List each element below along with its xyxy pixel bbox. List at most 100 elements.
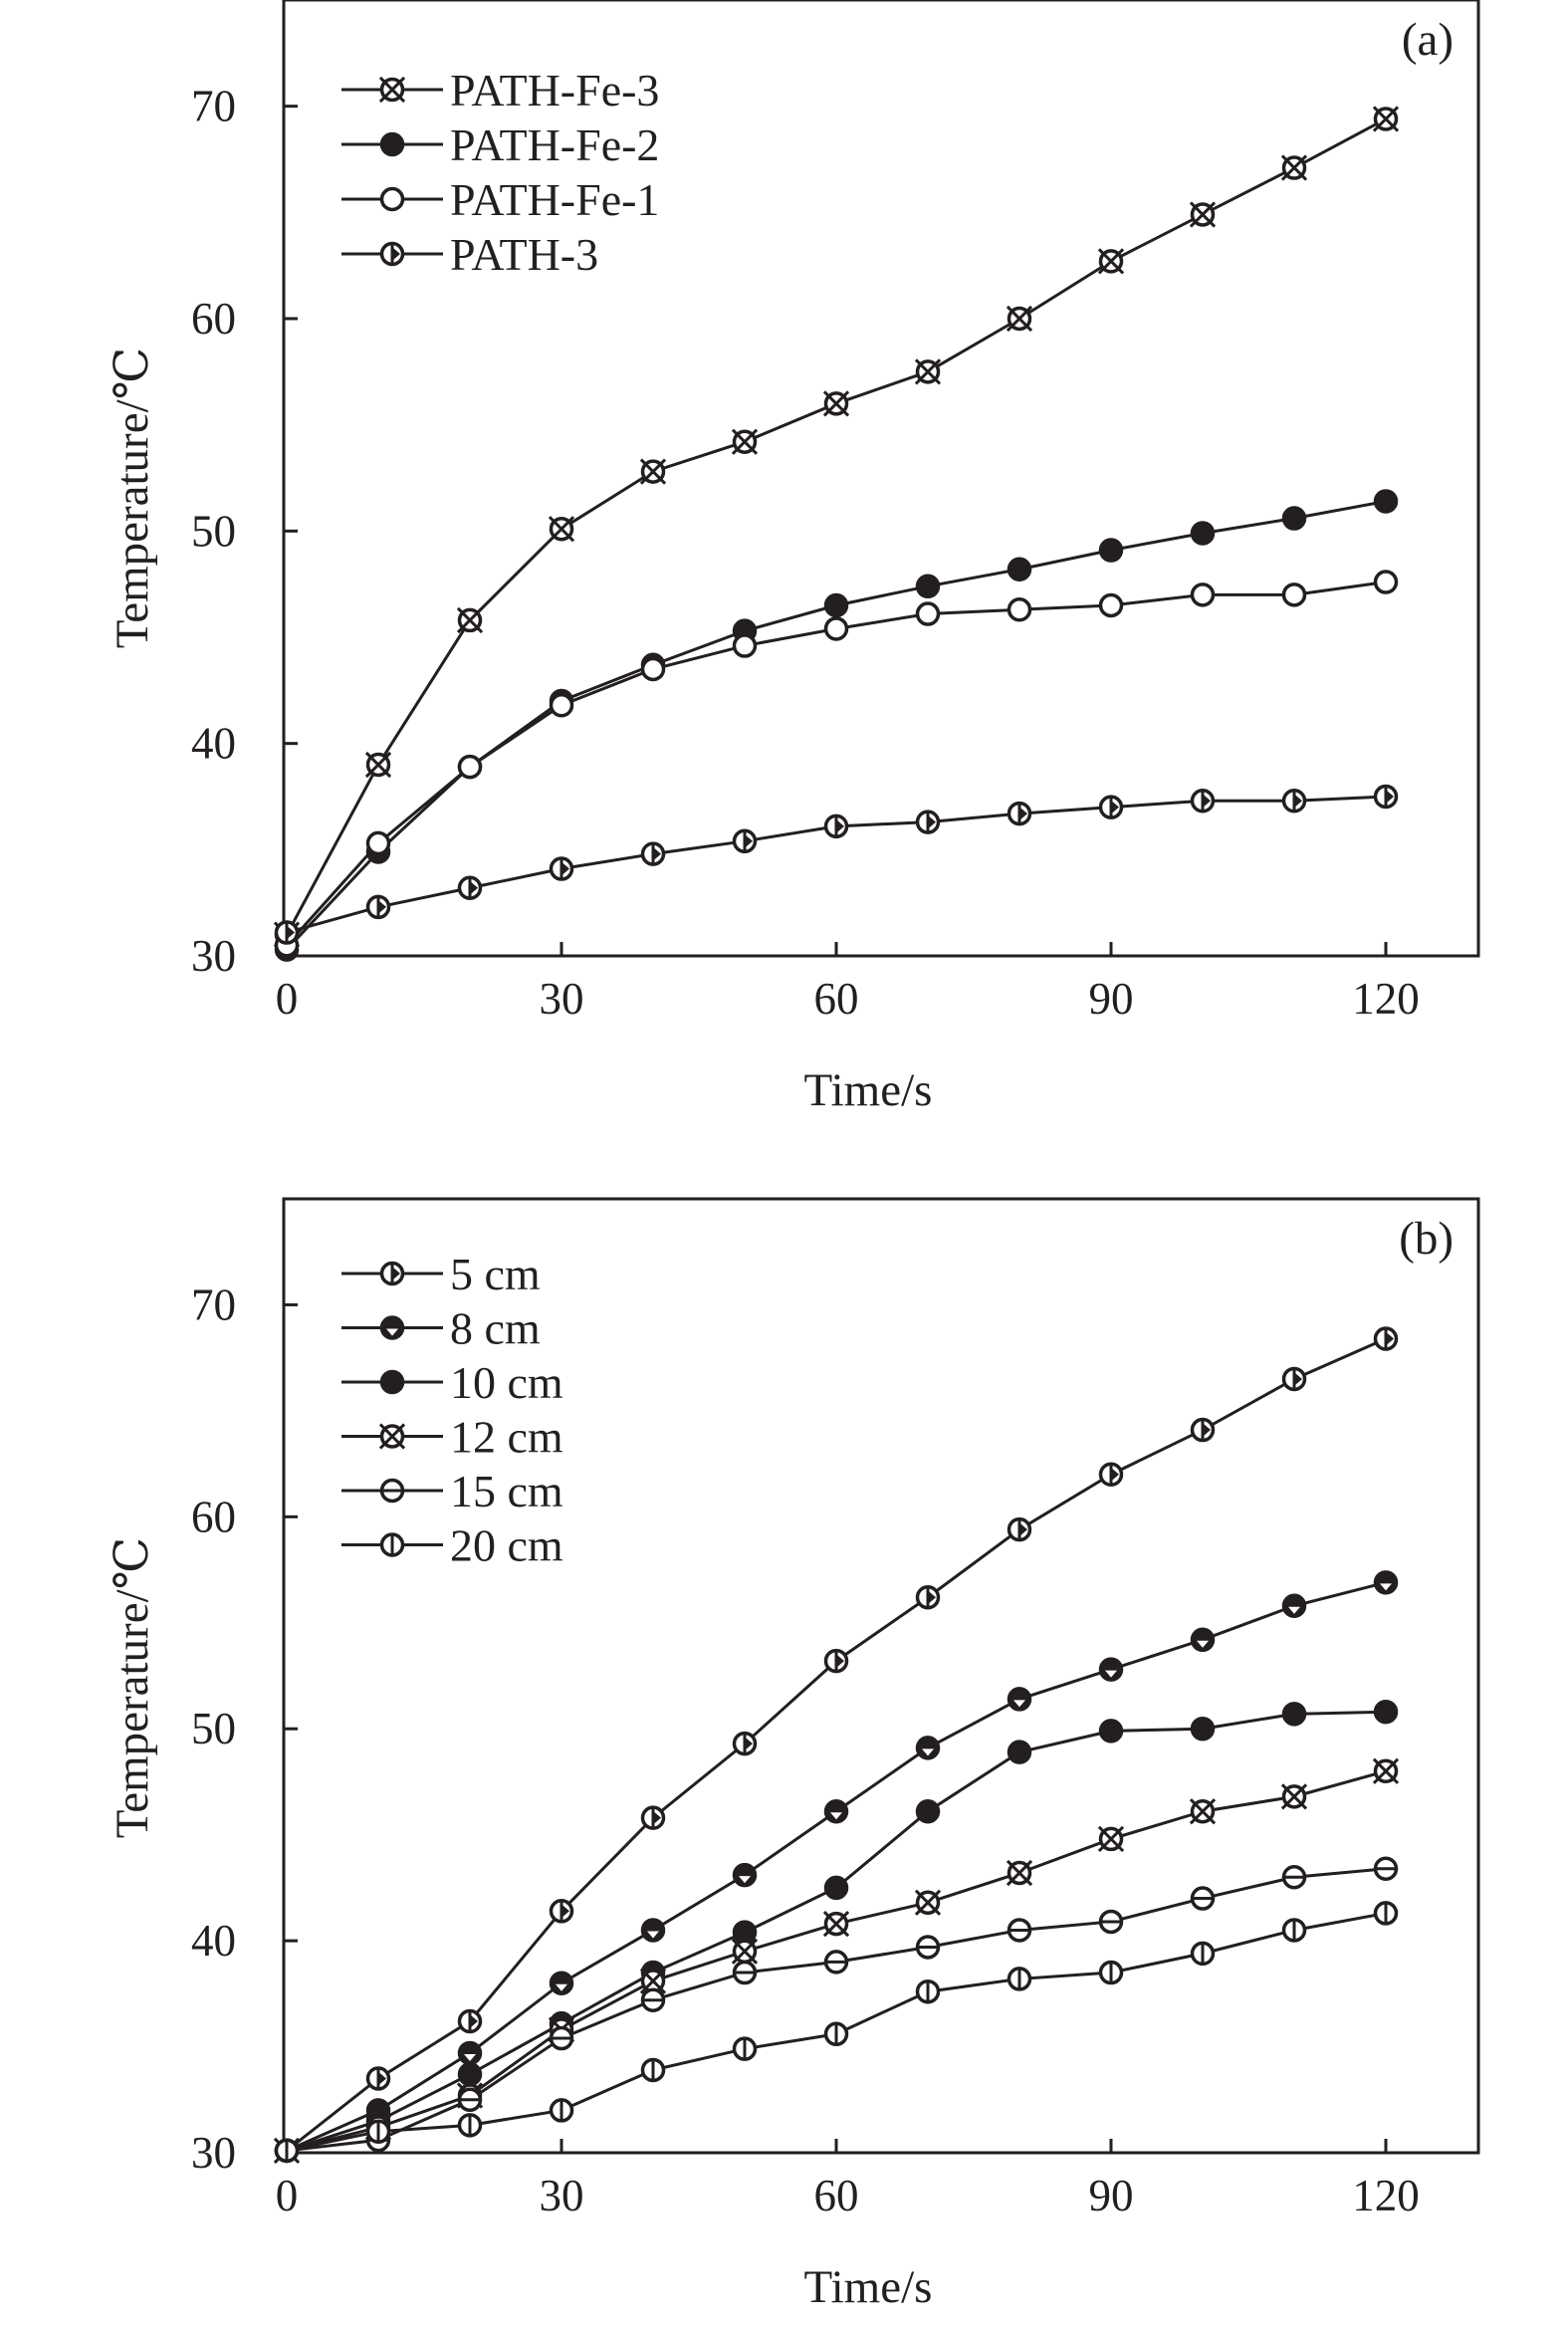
marker-filled-circle [1098, 538, 1124, 563]
marker-triangle [464, 2053, 476, 2061]
y-tick-label: 30 [191, 931, 236, 981]
y-axis-label: Temperature/℃ [107, 1537, 158, 1838]
marker-open-circle [732, 633, 758, 658]
marker-open-circle [1373, 570, 1399, 594]
marker-circle-vline [1098, 1960, 1124, 1985]
x-tick-label: 0 [276, 2171, 299, 2220]
marker-circle-x [1280, 154, 1308, 181]
chart-a: 0 30 60 90 120 30 40 50 60 70 Time/s Temperature/℃ (… [107, 0, 1480, 1116]
marker-circle-vline-triangle [823, 814, 849, 839]
marker-circle-vline-triangle [549, 856, 574, 881]
legend-label: 20 cm [450, 1520, 563, 1571]
marker-triangle [1204, 1424, 1211, 1437]
plot-frame [282, 0, 1480, 958]
panel-label: (a) [1402, 14, 1454, 66]
marker-circle-x [822, 390, 850, 417]
marker-circle [1007, 557, 1032, 581]
marker-triangle [379, 900, 386, 913]
series-20-cm [274, 1901, 1399, 2164]
marker-circle-vline-triangle [365, 2066, 391, 2091]
marker-open-circle [457, 754, 483, 780]
marker-filled-circle-triangle [1281, 1593, 1307, 1618]
marker-cross [548, 516, 575, 543]
legend-item: 15 cm [341, 1466, 563, 1516]
marker-circle-vline [1281, 1918, 1307, 1943]
marker-circle-vline [732, 2036, 758, 2061]
marker-filled-circle-triangle [1373, 1570, 1399, 1595]
marker-filled-circle [1007, 1740, 1032, 1764]
marker-open-circle [379, 186, 405, 212]
marker-triangle [1020, 808, 1027, 820]
marker-filled-circle [1098, 1719, 1124, 1744]
marker-circle [379, 186, 405, 212]
marker-circle [915, 1798, 941, 1824]
marker-circle-vline-triangle [274, 920, 300, 945]
marker-circle-x [1280, 1783, 1308, 1810]
marker-circle-hline [379, 1478, 405, 1504]
marker-cross [1006, 1859, 1033, 1887]
marker-circle [1373, 489, 1399, 514]
marker-triangle [929, 815, 936, 828]
marker-triangle [830, 1812, 842, 1820]
series-path-fe-2 [274, 489, 1399, 962]
marker-circle-hline [457, 2087, 483, 2113]
plot-frame [282, 1197, 1480, 2155]
marker-cross [1097, 1825, 1125, 1853]
x-axis-label: Time/s [804, 2261, 933, 2313]
legend-item: PATH-3 [341, 229, 598, 280]
legend-label: PATH-Fe-3 [450, 65, 659, 116]
marker-circle [1281, 1702, 1307, 1727]
marker-circle-x [1006, 1859, 1033, 1887]
marker-triangle [1020, 1523, 1027, 1536]
x-tick-label: 30 [540, 2171, 584, 2220]
marker-cross [822, 1910, 850, 1938]
marker-circle [379, 131, 405, 157]
marker-triangle [746, 834, 753, 847]
x-tick-label: 60 [814, 974, 859, 1024]
marker-circle [732, 633, 758, 658]
marker-triangle [386, 1328, 398, 1336]
marker-open-circle [915, 601, 941, 626]
marker-triangle [393, 1268, 400, 1279]
marker-circle [1098, 1719, 1124, 1744]
legend-label: PATH-Fe-2 [450, 119, 659, 170]
marker-circle [823, 1875, 849, 1901]
marker-circle-vline-triangle [915, 810, 941, 834]
marker-circle [1190, 1627, 1216, 1653]
marker-filled-circle-triangle [640, 1918, 666, 1943]
marker-cross [1189, 1798, 1217, 1825]
marker-cross [378, 1423, 406, 1450]
marker-triangle [1197, 1640, 1209, 1648]
y-axis-label: Temperature/℃ [107, 348, 158, 648]
y-tick-label: 30 [191, 2128, 236, 2178]
marker-circle-x [914, 1889, 942, 1916]
marker-triangle [1204, 795, 1211, 808]
marker-circle-vline-triangle [549, 1899, 574, 1924]
marker-circle [1373, 1570, 1399, 1595]
marker-circle-vline-triangle [640, 841, 666, 866]
marker-circle-hline [1007, 1918, 1032, 1943]
marker-open-circle [1281, 582, 1307, 607]
marker-circle-hline [1281, 1864, 1307, 1890]
marker-cross [456, 606, 484, 634]
legend-label: 12 cm [450, 1412, 563, 1463]
marker-circle-x [1097, 248, 1125, 275]
marker-filled-circle [823, 1875, 849, 1901]
marker-circle [379, 1315, 405, 1340]
marker-cross [639, 458, 667, 485]
legend-item: 12 cm [341, 1412, 563, 1463]
marker-triangle [1112, 801, 1119, 814]
marker-open-circle [640, 656, 666, 682]
marker-circle-hline [732, 1960, 758, 1985]
marker-filled-circle [1373, 489, 1399, 514]
marker-circle-vline [274, 2138, 300, 2164]
series-line [286, 1867, 1387, 2153]
marker-filled-circle-triangle [379, 1315, 405, 1340]
marker-cross [1280, 154, 1308, 181]
marker-cross [1372, 1757, 1400, 1784]
marker-triangle [1295, 1372, 1302, 1385]
legend-label: 15 cm [450, 1466, 563, 1516]
marker-triangle [837, 819, 844, 832]
marker-circle-vline-triangle [1190, 789, 1216, 814]
